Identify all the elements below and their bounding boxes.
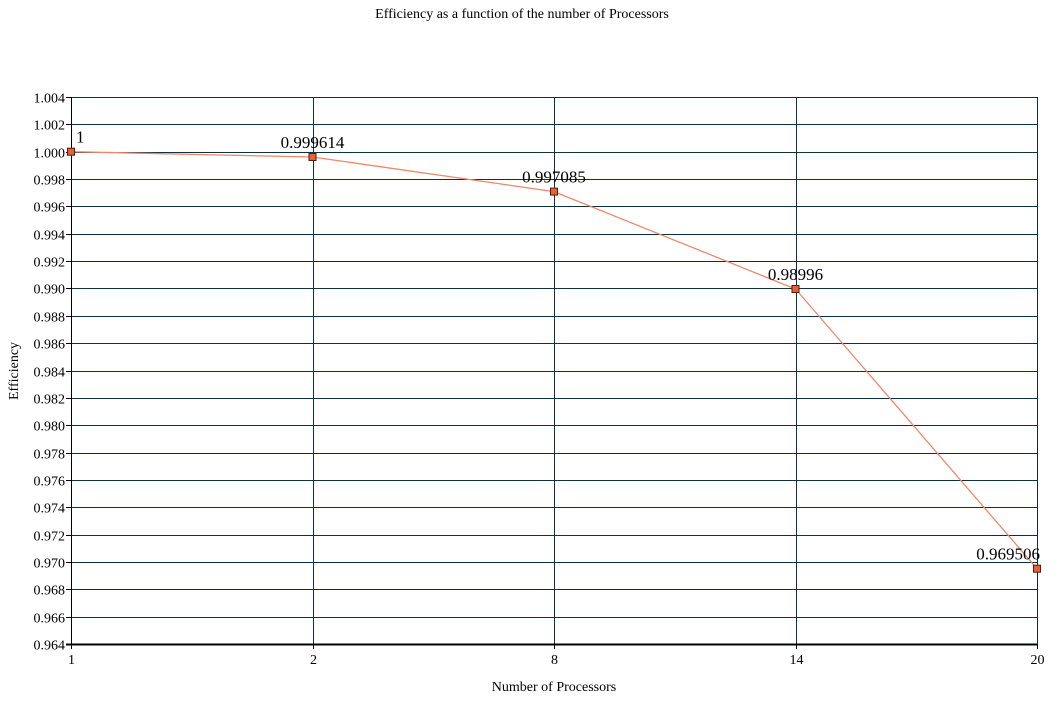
y-tick-labels: 0.964 0.966 0.968 0.970 0.972 0.974 0.976 0.978… (34, 92, 66, 654)
y-tick-label: 0.992 (34, 256, 66, 271)
x-tick-label: 14 (790, 653, 804, 668)
axes (66, 97, 1038, 649)
y-tick-label: 1.004 (34, 92, 66, 107)
data-label: 1 (76, 128, 85, 147)
series-efficiency (67, 147, 1041, 573)
y-tick-label: 1.002 (34, 119, 66, 134)
x-tick-label: 8 (551, 653, 558, 668)
y-tick-label: 0.980 (34, 420, 66, 435)
y-tick-label: 0.990 (34, 283, 66, 298)
y-tick-label: 0.982 (34, 393, 66, 408)
y-tick-label: 0.970 (34, 557, 66, 572)
y-tick-label: 0.986 (34, 338, 66, 353)
y-tick-label: 0.978 (34, 448, 66, 463)
data-point-marker (791, 285, 800, 293)
y-tick-label: 0.984 (34, 366, 66, 381)
y-tick-label: 0.966 (34, 612, 66, 627)
y-axis-title: Efficiency (7, 342, 22, 400)
x-tick-label: 20 (1031, 653, 1045, 668)
y-tick-label: 1.000 (34, 147, 66, 162)
y-tick-label: 0.996 (34, 201, 66, 216)
y-tick-label: 0.988 (34, 311, 66, 326)
data-point-marker (1033, 564, 1041, 573)
x-tick-labels: 1 2 8 14 20 (68, 653, 1045, 668)
data-label: 0.98996 (768, 265, 823, 284)
data-labels: 1 0.999614 0.997085 0.98996 0.969506 (76, 128, 1040, 564)
y-tick-label: 0.994 (34, 229, 66, 244)
grid-lines (71, 97, 1038, 645)
y-tick-label: 0.964 (34, 639, 66, 654)
data-point-marker (550, 187, 558, 196)
y-tick-label: 0.974 (34, 502, 66, 517)
x-tick-label: 1 (68, 653, 75, 668)
data-point-marker (67, 147, 75, 156)
y-tick-label: 0.968 (34, 584, 66, 599)
data-label: 0.969506 (976, 545, 1040, 564)
data-label: 0.997085 (522, 168, 586, 187)
chart-title: Efficiency as a function of the number o… (375, 7, 669, 22)
x-tick-label: 2 (310, 653, 317, 668)
y-tick-label: 0.972 (34, 530, 66, 545)
data-point-marker (308, 153, 317, 161)
y-tick-label: 0.998 (34, 174, 66, 189)
x-axis-title: Number of Processors (492, 680, 616, 695)
y-tick-label: 0.976 (34, 475, 66, 490)
data-label: 0.999614 (281, 133, 345, 152)
